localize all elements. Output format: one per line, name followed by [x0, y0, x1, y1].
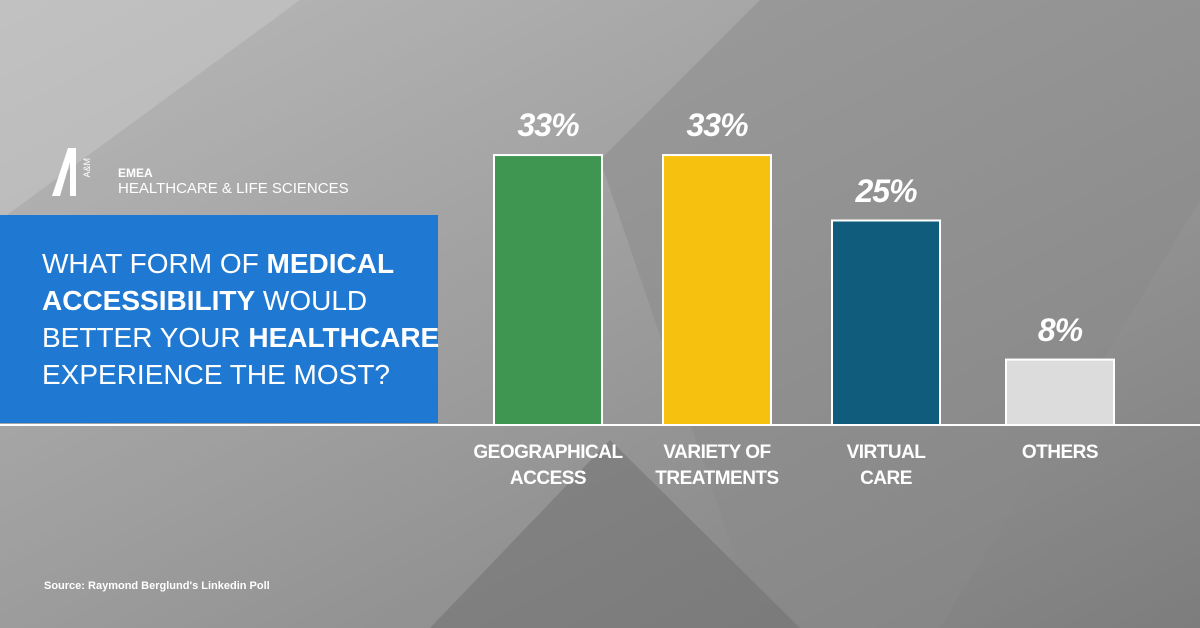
question-text: WHAT FORM OF: [42, 248, 267, 279]
source: Source: Raymond Berglund's Linkedin Poll: [44, 580, 270, 592]
question-line: WHAT FORM OF MEDICAL: [42, 245, 438, 282]
logo-mark: A&M: [82, 158, 92, 178]
value-label: 8%: [1037, 311, 1083, 348]
question-text: BETTER YOUR: [42, 322, 249, 353]
bar: [493, 154, 603, 426]
question-text: WOULD: [255, 285, 368, 316]
question-line: EXPERIENCE THE MOST?: [42, 356, 438, 393]
question-text: HEALTHCARE: [248, 322, 440, 353]
bar: [831, 219, 941, 426]
bar: [1005, 358, 1115, 426]
question-box: WHAT FORM OF MEDICAL ACCESSIBILITY WOULD B…: [0, 215, 440, 423]
brand-division: HEALTHCARE & LIFE SCIENCES: [118, 180, 349, 197]
question-text: EXPERIENCE THE MOST?: [42, 359, 391, 390]
category-label: VIRTUAL CARE: [846, 442, 926, 489]
question-line: ACCESSIBILITY WOULD: [42, 282, 438, 319]
category-label: OTHERS: [1021, 442, 1099, 463]
logo-mark-shape: [52, 148, 76, 196]
value-label: 33%: [686, 107, 748, 144]
category-label: VARIETY OF TREATMENTS: [655, 442, 779, 489]
category-label: GEOGRAPHICAL ACCESS: [473, 442, 623, 489]
question-text: ACCESSIBILITY: [42, 285, 256, 316]
question-text: MEDICAL: [266, 248, 395, 279]
question-line: BETTER YOUR HEALTHCARE: [42, 319, 440, 356]
value-label: 33%: [517, 107, 579, 144]
bar: [662, 154, 772, 426]
value-label: 25%: [855, 172, 917, 209]
brand-region: EMEA: [118, 166, 153, 180]
